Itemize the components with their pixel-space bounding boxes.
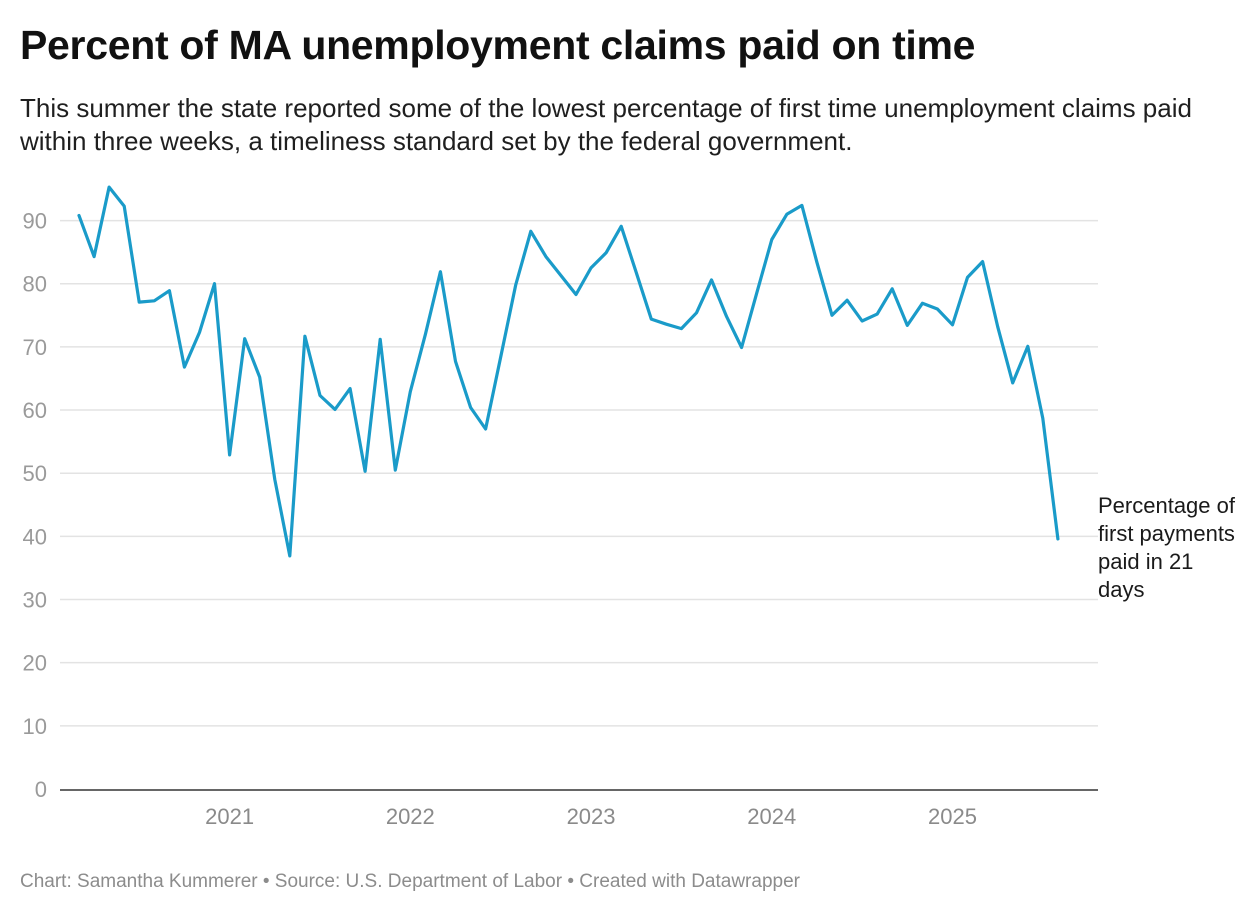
y-tick-label: 90 xyxy=(23,209,47,234)
gridlines xyxy=(60,219,1098,727)
chart-credit: Chart: Samantha Kummerer • Source: U.S. … xyxy=(20,871,800,892)
x-tick-label: 2024 xyxy=(747,804,796,829)
y-tick-label: 10 xyxy=(23,714,47,739)
series-label: Percentage of first payments paid in 21 … xyxy=(1098,493,1235,602)
y-tick-label: 50 xyxy=(23,461,47,486)
y-tick-label: 30 xyxy=(23,588,47,613)
y-tick-label: 70 xyxy=(23,335,47,360)
chart-title: Percent of MA unemployment claims paid o… xyxy=(20,22,976,68)
y-tick-label: 80 xyxy=(23,272,47,297)
x-tick-label: 2022 xyxy=(386,804,435,829)
x-axis-ticks: 2021 2022 2023 2024 2025 xyxy=(205,804,977,829)
series-line xyxy=(77,185,1060,558)
y-axis-ticks: 0 10 20 30 40 50 60 70 80 90 xyxy=(23,209,47,802)
y-tick-label: 0 xyxy=(35,777,47,802)
x-tick-label: 2023 xyxy=(567,804,616,829)
x-tick-label: 2025 xyxy=(928,804,977,829)
y-tick-label: 40 xyxy=(23,524,47,549)
x-tick-label: 2021 xyxy=(205,804,254,829)
y-tick-label: 60 xyxy=(23,398,47,423)
chart-subtitle: This summer the state reported some of t… xyxy=(20,93,1192,156)
y-tick-label: 20 xyxy=(23,651,47,676)
